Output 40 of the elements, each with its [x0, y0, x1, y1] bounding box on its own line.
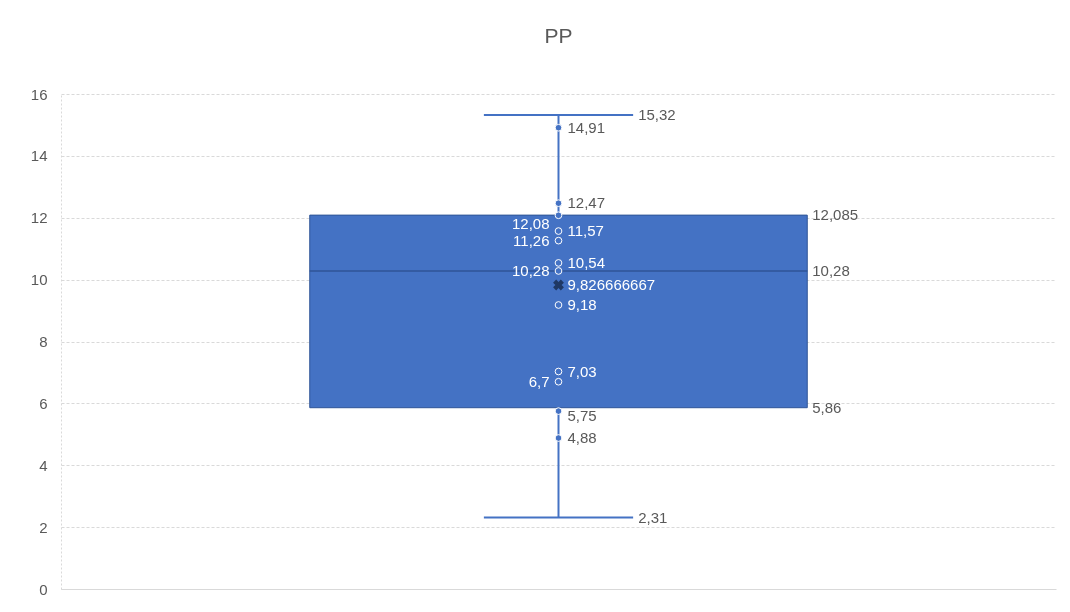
y-tick-label: 6	[39, 394, 48, 412]
point	[554, 367, 563, 376]
point	[554, 199, 563, 208]
y-tick-label: 12	[30, 209, 48, 227]
y-tick-label: 10	[30, 271, 48, 289]
data-label: 6,7	[528, 372, 550, 390]
data-label: 4,88	[567, 429, 597, 447]
y-tick-label: 0	[39, 580, 48, 598]
point	[554, 259, 563, 267]
point	[554, 267, 563, 275]
annotation: 12,085	[812, 206, 859, 224]
point	[554, 434, 563, 442]
y-tick-label: 2	[39, 518, 48, 536]
annotation: 9,826666667	[567, 275, 656, 293]
data-label: 11,57	[567, 222, 604, 240]
point	[554, 227, 563, 235]
point	[554, 236, 563, 245]
y-tick-label: 8	[39, 333, 48, 350]
point	[554, 407, 563, 415]
annotation: 15,32	[638, 106, 676, 124]
annotation: 10,28	[812, 261, 850, 279]
data-label: 12,47	[567, 194, 606, 212]
point	[554, 301, 563, 309]
y-tick-label: 4	[39, 456, 48, 474]
data-label: 11,26	[513, 231, 550, 249]
data-label: 12,08	[511, 214, 550, 232]
annotation: 2,31	[638, 508, 668, 526]
data-label: 9,18	[567, 295, 597, 313]
data-label: 5,75	[567, 407, 597, 425]
y-tick-label: 14	[30, 147, 48, 165]
chart-title: PP	[544, 24, 573, 47]
data-label: 7,03	[567, 362, 597, 380]
data-label: 10,54	[567, 253, 606, 271]
point	[554, 123, 563, 132]
data-label: 10,28	[511, 261, 550, 279]
point	[554, 211, 563, 220]
data-label: 14,91	[567, 118, 606, 136]
annotation: 5,86	[812, 398, 842, 416]
y-tick-label: 16	[30, 85, 48, 103]
point	[554, 377, 563, 386]
